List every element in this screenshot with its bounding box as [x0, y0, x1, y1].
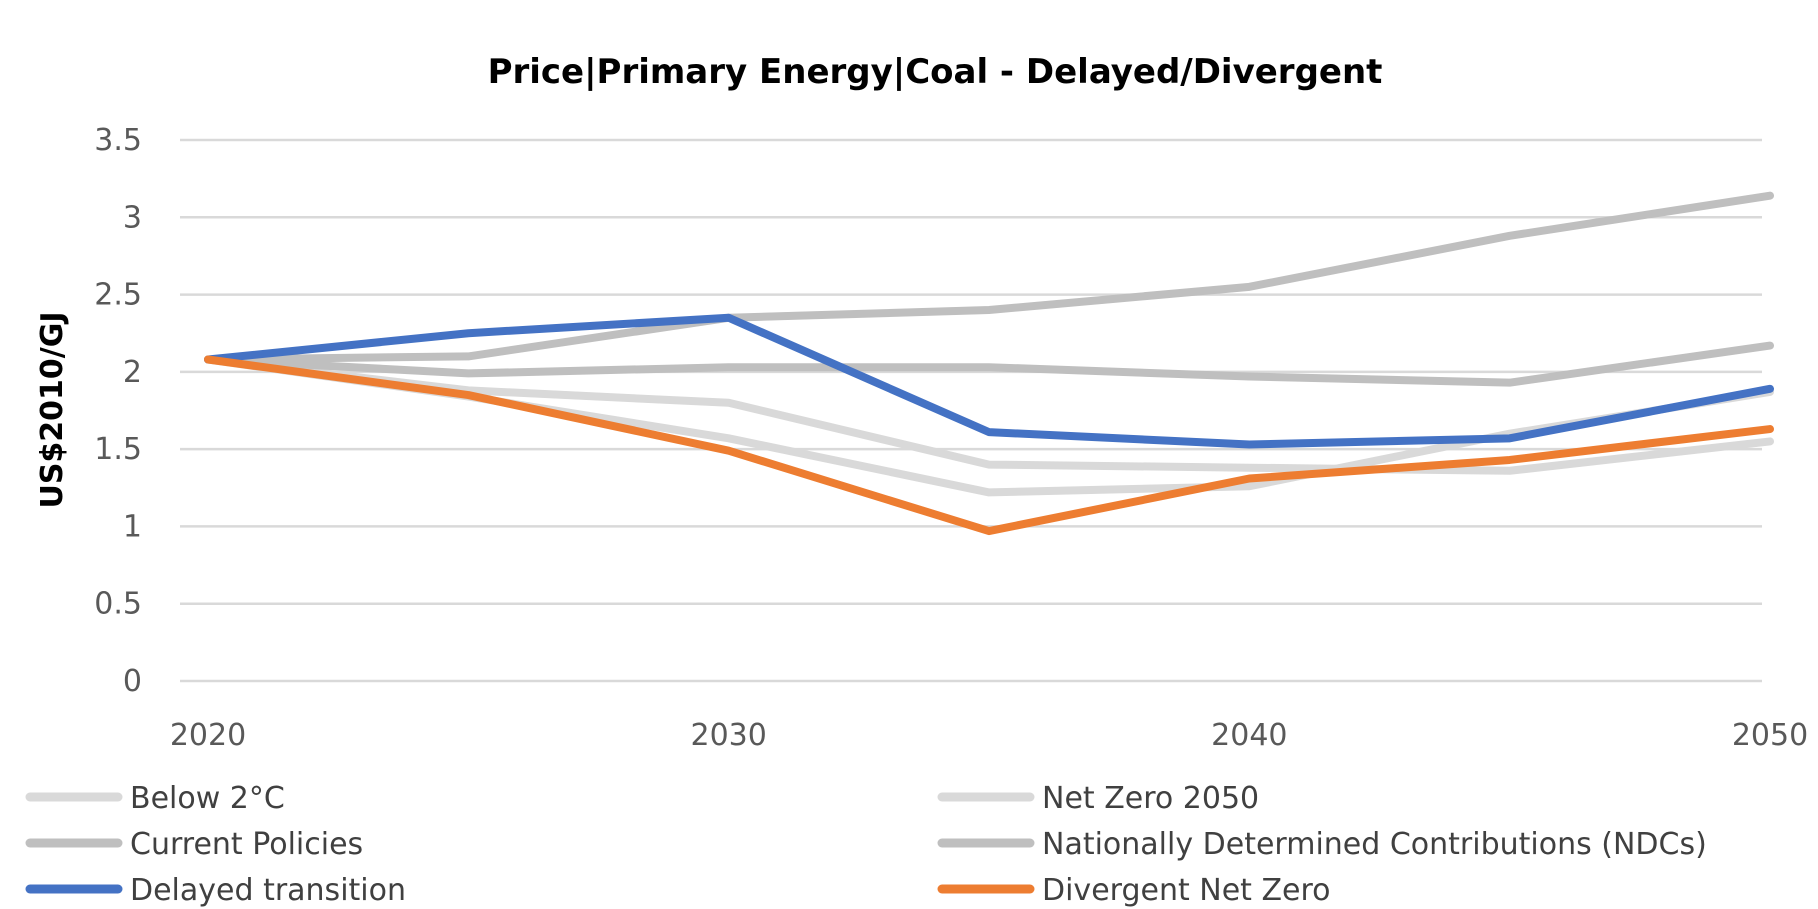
legend-label: Below 2°C — [130, 781, 285, 816]
series-line-4 — [204, 313, 1774, 449]
y-axis-ticks: 0 0.5 1 1.5 2 2.5 3 3.5 — [94, 123, 142, 699]
y-tick-label: 0.5 — [94, 587, 142, 622]
y-tick-label: 0 — [123, 664, 142, 699]
x-tick-label: 2030 — [690, 718, 766, 753]
legend-item: Divergent Net Zero — [937, 873, 1331, 908]
x-tick-label: 2040 — [1211, 718, 1287, 753]
legend-item: Net Zero 2050 — [937, 781, 1259, 816]
y-tick-label: 1 — [123, 509, 142, 544]
legend-label: Divergent Net Zero — [1042, 873, 1331, 908]
legend-item: Current Policies — [25, 827, 363, 862]
legend-item: Delayed transition — [25, 873, 406, 908]
x-tick-label: 2020 — [170, 718, 246, 753]
y-axis-label: US$2010/GJ — [35, 311, 70, 508]
y-tick-label: 3 — [123, 200, 142, 235]
y-tick-label: 2 — [123, 355, 142, 390]
y-tick-label: 1.5 — [94, 432, 142, 467]
chart-title: Price|Primary Energy|Coal - Delayed/Dive… — [488, 52, 1383, 92]
series-line-3 — [204, 341, 1774, 387]
y-tick-label: 3.5 — [94, 123, 142, 158]
legend-item: Nationally Determined Contributions (NDC… — [937, 827, 1707, 862]
legend-label: Nationally Determined Contributions (NDC… — [1042, 827, 1707, 862]
series-line-5 — [204, 355, 1774, 536]
series-line-2 — [204, 191, 1774, 364]
legend-label: Net Zero 2050 — [1042, 781, 1259, 816]
legend-label: Current Policies — [130, 827, 363, 862]
x-tick-label: 2050 — [1732, 718, 1808, 753]
series-line-0 — [204, 355, 1774, 475]
legend-item: Below 2°C — [25, 781, 285, 816]
legend: Below 2°C Net Zero 2050 Current Policies Na… — [25, 781, 1707, 908]
gridlines — [180, 138, 1762, 683]
y-tick-label: 2.5 — [94, 278, 142, 313]
plot-area — [204, 191, 1774, 536]
x-axis-ticks: 2020 2030 2040 2050 — [170, 718, 1808, 753]
legend-label: Delayed transition — [130, 873, 406, 908]
